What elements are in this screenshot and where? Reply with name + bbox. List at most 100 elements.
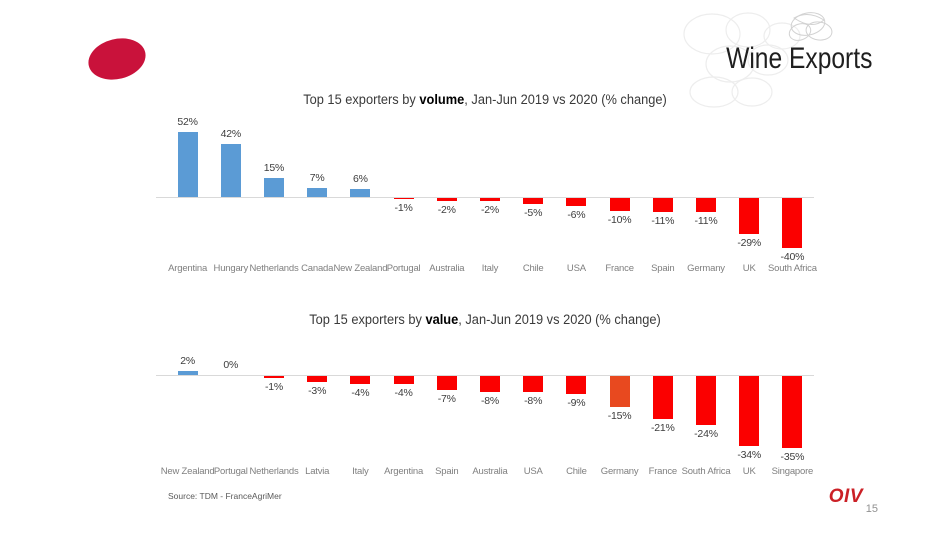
value-label-portugal: 0% [223, 359, 239, 371]
category-label-france: France [605, 263, 634, 274]
category-label-usa: USA [523, 466, 543, 477]
category-label-argentina: Argentina [384, 466, 424, 477]
bar-argentina [177, 132, 198, 197]
category-label-usa: USA [566, 263, 586, 274]
value-label-new-zealand: 6% [353, 173, 368, 185]
value-label-new-zealand: 2% [180, 355, 195, 367]
value-chart-title: Top 15 exporters by value, Jan-Jun 2019 … [172, 312, 797, 327]
value-label-hungary: 42% [220, 128, 242, 140]
category-label-south-africa: South Africa [767, 263, 817, 274]
bar-france [652, 376, 673, 419]
bar-netherlands [264, 376, 284, 378]
category-label-chile: Chile [522, 263, 544, 274]
category-label-netherlands: Netherlands [249, 466, 299, 477]
category-label-spain: Spain [651, 263, 675, 274]
value-label-spain: -7% [437, 393, 456, 405]
value-label-germany: -15% [607, 410, 632, 422]
oiv-logo: OIV [828, 486, 863, 507]
value-label-italy: -2% [480, 204, 500, 216]
bar-latvia [307, 376, 328, 382]
value-label-chile: -5% [524, 207, 543, 219]
value-label-south-africa: -24% [694, 428, 718, 440]
bar-hungary [220, 144, 241, 197]
value-label-netherlands: -1% [264, 381, 284, 393]
value-label-italy: -4% [351, 387, 370, 399]
bar-australia [436, 198, 457, 201]
category-label-canada: Canada [301, 263, 334, 274]
category-label-chile: Chile [566, 466, 587, 477]
red-ellipse-logo [84, 32, 150, 86]
category-label-australia: Australia [429, 263, 465, 274]
category-label-new-zealand: New Zealand [333, 263, 388, 274]
bar-chile [566, 376, 587, 394]
value-label-australia: -2% [437, 204, 456, 216]
category-label-australia: Australia [472, 466, 508, 477]
value-label-usa: -8% [524, 395, 543, 407]
value-label-uk: -34% [737, 449, 762, 461]
chart-title-prefix: Top 15 exporters by [309, 312, 426, 327]
bar-chile [523, 198, 544, 204]
value-label-latvia: -3% [308, 385, 327, 397]
bar-argentina [393, 376, 414, 384]
value-label-france: -21% [650, 422, 675, 434]
bar-germany [609, 376, 630, 407]
value-label-south-africa: -40% [780, 251, 805, 263]
value-label-chile: -9% [567, 397, 586, 409]
bar-new-zealand [177, 371, 198, 375]
category-label-new-zealand: New Zealand [160, 466, 215, 477]
bar-singapore [782, 376, 803, 448]
category-label-netherlands: Netherlands [249, 263, 299, 274]
chart-title-keyword: value [425, 312, 459, 327]
bar-italy [480, 198, 500, 201]
category-label-singapore: Singapore [771, 466, 814, 477]
value-label-canada: 7% [309, 172, 325, 184]
value-label-netherlands: 15% [263, 162, 285, 174]
chart-title-suffix: , Jan-Jun 2019 vs 2020 (% change) [458, 312, 661, 327]
bar-usa [523, 376, 544, 392]
value-label-portugal: -1% [394, 202, 413, 214]
source-note: Source: TDM - FranceAgriMer [168, 491, 282, 501]
value-label-france: -10% [607, 214, 632, 226]
bar-netherlands [264, 178, 284, 197]
x-axis-line [156, 197, 814, 198]
bar-spain [436, 376, 457, 390]
bar-south-africa [696, 376, 716, 425]
category-label-argentina: Argentina [168, 263, 208, 274]
bar-australia [480, 376, 500, 392]
bar-uk [739, 198, 760, 234]
value-label-germany: -11% [694, 215, 718, 227]
value-label-argentina: -4% [394, 387, 413, 399]
value-label-usa: -6% [567, 209, 586, 221]
bar-spain [652, 198, 673, 212]
value-label-singapore: -35% [780, 451, 805, 463]
chart-title-prefix: Top 15 exporters by [303, 92, 420, 107]
value-label-spain: -11% [651, 215, 675, 227]
bar-italy [350, 376, 371, 384]
category-label-italy: Italy [352, 466, 369, 477]
bar-germany [696, 198, 716, 212]
category-label-portugal: Portugal [386, 263, 421, 274]
bar-new-zealand [350, 189, 371, 197]
bar-portugal [393, 198, 414, 199]
category-label-uk: UK [742, 466, 756, 477]
category-label-hungary: Hungary [213, 263, 249, 274]
category-label-germany: Germany [687, 263, 725, 274]
bar-usa [566, 198, 587, 206]
category-label-italy: Italy [481, 263, 499, 274]
category-label-latvia: Latvia [305, 466, 330, 477]
slide-title: Wine Exports [725, 42, 872, 75]
value-label-argentina: 52% [177, 116, 198, 128]
x-axis-line [156, 375, 814, 376]
value-label-uk: -29% [737, 237, 762, 249]
category-label-germany: Germany [600, 466, 639, 477]
bar-canada [307, 188, 328, 197]
category-label-spain: Spain [435, 466, 459, 477]
category-label-south-africa: South Africa [681, 466, 731, 477]
bar-france [609, 198, 630, 211]
bar-uk [739, 376, 760, 446]
value-label-australia: -8% [480, 395, 500, 407]
bar-south-africa [782, 198, 803, 248]
chart-title-keyword: volume [419, 92, 465, 107]
chart-title-suffix: , Jan-Jun 2019 vs 2020 (% change) [464, 92, 667, 107]
